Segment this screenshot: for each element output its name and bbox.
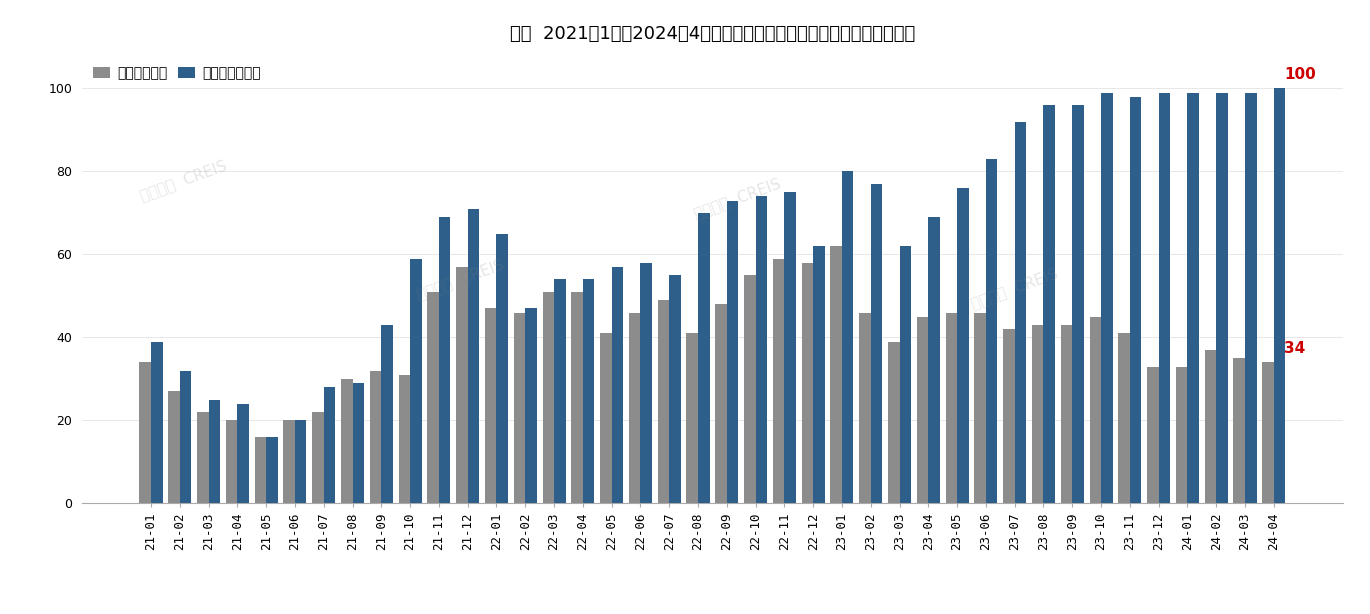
Bar: [370, 371, 381, 503]
Bar: [553, 279, 566, 503]
Bar: [640, 263, 652, 503]
Bar: [629, 313, 640, 503]
Bar: [830, 246, 843, 503]
Bar: [255, 437, 266, 503]
Bar: [485, 308, 496, 503]
Text: 中指数据  CREIS: 中指数据 CREIS: [692, 176, 784, 222]
Text: 34: 34: [1284, 341, 1306, 356]
Bar: [456, 267, 467, 503]
Text: 中指数据  CREIS: 中指数据 CREIS: [137, 158, 229, 203]
Bar: [986, 159, 997, 503]
Bar: [715, 305, 727, 503]
Bar: [399, 375, 410, 503]
Bar: [237, 404, 249, 503]
Bar: [151, 341, 163, 503]
Text: 100: 100: [1284, 68, 1315, 82]
Bar: [582, 279, 595, 503]
Bar: [179, 371, 192, 503]
Bar: [266, 437, 278, 503]
Bar: [1188, 93, 1199, 503]
Bar: [658, 300, 669, 503]
Bar: [1073, 105, 1084, 503]
Bar: [1274, 88, 1285, 503]
Bar: [785, 192, 796, 503]
Bar: [727, 201, 738, 503]
Legend: 新房下跌个数, 二手房下跌个数: 新房下跌个数, 二手房下跌个数: [89, 62, 264, 85]
Bar: [1015, 122, 1026, 503]
Bar: [1101, 93, 1112, 503]
Bar: [1089, 317, 1101, 503]
Bar: [843, 171, 854, 503]
Bar: [543, 292, 553, 503]
Bar: [669, 275, 681, 503]
Bar: [514, 313, 525, 503]
Bar: [945, 313, 958, 503]
Bar: [814, 246, 825, 503]
Bar: [197, 412, 208, 503]
Bar: [1032, 325, 1044, 503]
Bar: [801, 263, 814, 503]
Bar: [958, 188, 969, 503]
Bar: [295, 421, 307, 503]
Bar: [323, 387, 336, 503]
Bar: [1147, 367, 1159, 503]
Bar: [744, 275, 756, 503]
Bar: [1233, 358, 1245, 503]
Bar: [859, 313, 871, 503]
Bar: [917, 317, 929, 503]
Bar: [1044, 105, 1055, 503]
Bar: [871, 184, 882, 503]
Bar: [284, 421, 295, 503]
Bar: [1175, 367, 1188, 503]
Bar: [900, 246, 911, 503]
Bar: [169, 392, 179, 503]
Bar: [1118, 333, 1130, 503]
Text: 中指数据  CREIS: 中指数据 CREIS: [970, 266, 1060, 311]
Bar: [467, 209, 479, 503]
Bar: [571, 292, 582, 503]
Bar: [697, 213, 710, 503]
Bar: [381, 325, 393, 503]
Bar: [611, 267, 623, 503]
Bar: [888, 341, 900, 503]
Bar: [773, 258, 785, 503]
Bar: [1262, 362, 1274, 503]
Text: 中指数据  CREIS: 中指数据 CREIS: [415, 257, 506, 302]
Bar: [140, 362, 151, 503]
Bar: [427, 292, 438, 503]
Bar: [312, 412, 323, 503]
Bar: [1217, 93, 1228, 503]
Bar: [600, 333, 611, 503]
Bar: [226, 421, 237, 503]
Bar: [1159, 93, 1170, 503]
Bar: [1204, 350, 1217, 503]
Bar: [1003, 329, 1015, 503]
Bar: [1245, 93, 1256, 503]
Bar: [352, 383, 364, 503]
Bar: [1130, 97, 1141, 503]
Bar: [929, 217, 940, 503]
Bar: [974, 313, 986, 503]
Bar: [410, 258, 422, 503]
Bar: [1060, 325, 1073, 503]
Bar: [341, 379, 352, 503]
Bar: [686, 333, 697, 503]
Bar: [525, 308, 537, 503]
Title: 图：  2021年1月至2024年4月百城新建及二手住宅价格环比下跌城市数量: 图： 2021年1月至2024年4月百城新建及二手住宅价格环比下跌城市数量: [510, 25, 915, 42]
Bar: [208, 400, 221, 503]
Bar: [756, 196, 767, 503]
Bar: [438, 217, 451, 503]
Bar: [496, 234, 508, 503]
